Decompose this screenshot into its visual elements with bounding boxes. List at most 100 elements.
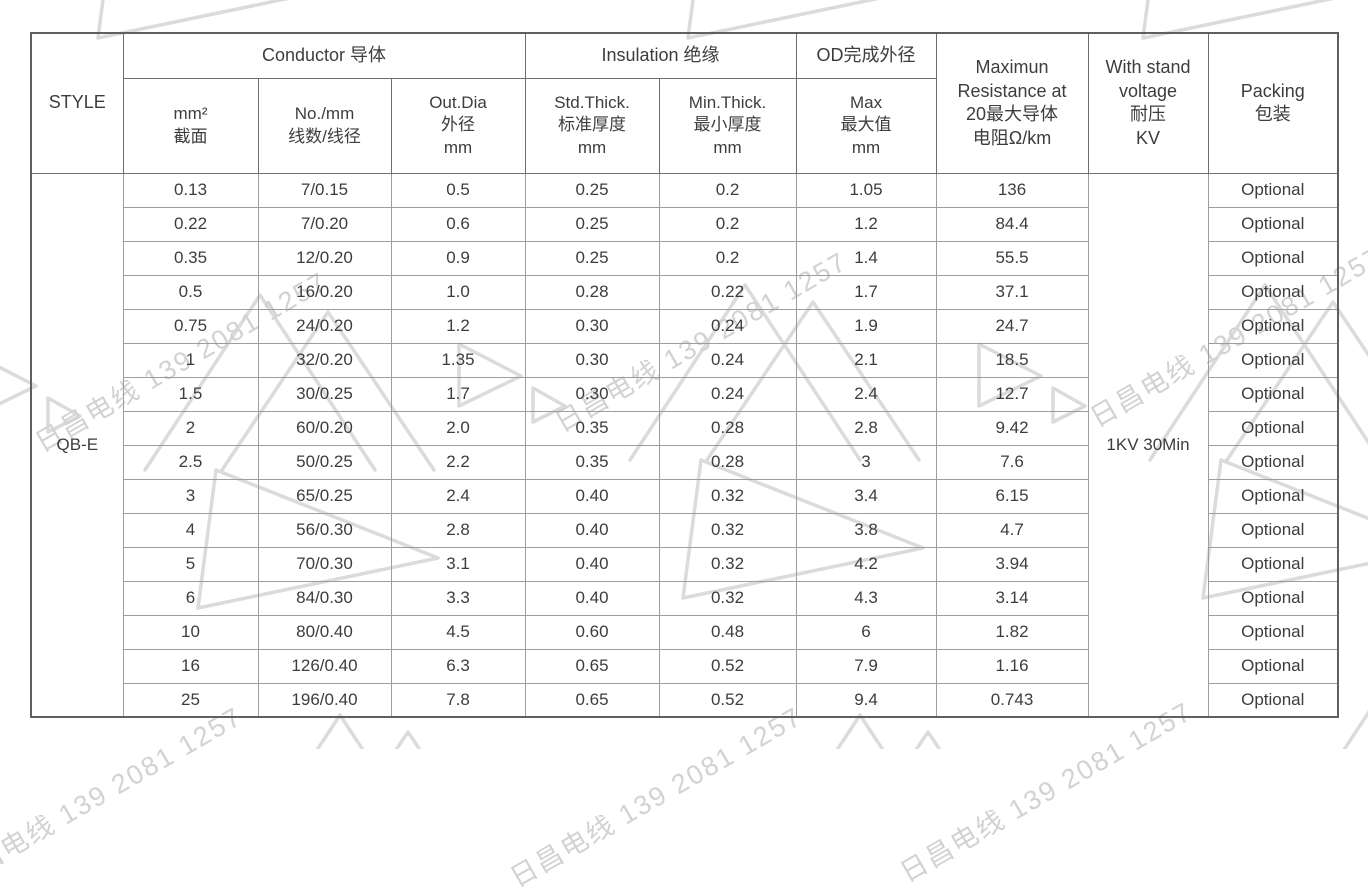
cell-od-max: 3.8 (795, 512, 937, 548)
cell-out-dia: 3.3 (390, 580, 526, 616)
cell-od-max: 2.8 (795, 410, 937, 446)
cell-out-dia: 2.2 (390, 444, 526, 480)
cell-no-mm: 12/0.20 (257, 240, 392, 276)
header-group-od: OD完成外径 (795, 32, 937, 79)
cell-mm2: 6 (122, 580, 259, 616)
cell-no-mm: 60/0.20 (257, 410, 392, 446)
cell-od-max: 9.4 (795, 682, 937, 718)
header-voltage: With stand voltage 耐压 KV (1087, 32, 1209, 174)
cell-no-mm: 70/0.30 (257, 546, 392, 582)
cell-resistance: 136 (935, 172, 1089, 208)
cell-resistance: 37.1 (935, 274, 1089, 310)
cell-mm2: 1.5 (122, 376, 259, 412)
cell-mm2: 0.75 (122, 308, 259, 344)
cell-packing: Optional (1207, 240, 1339, 276)
cell-od-max: 4.2 (795, 546, 937, 582)
cell-no-mm: 24/0.20 (257, 308, 392, 344)
header-resistance: Maximun Resistance at 20最大导体 电阻Ω/km (935, 32, 1089, 174)
cell-min-thick: 0.32 (658, 478, 797, 514)
cell-od-max: 2.1 (795, 342, 937, 378)
header-mm2: mm² 截面 (122, 77, 259, 174)
cell-mm2: 2 (122, 410, 259, 446)
cell-no-mm: 32/0.20 (257, 342, 392, 378)
cell-no-mm: 56/0.30 (257, 512, 392, 548)
cell-min-thick: 0.2 (658, 172, 797, 208)
cell-od-max: 1.7 (795, 274, 937, 310)
cell-od-max: 1.4 (795, 240, 937, 276)
cell-out-dia: 1.35 (390, 342, 526, 378)
cell-std-thick: 0.65 (524, 648, 660, 684)
cell-packing: Optional (1207, 274, 1339, 310)
cell-od-max: 3.4 (795, 478, 937, 514)
cell-resistance: 12.7 (935, 376, 1089, 412)
cell-mm2: 0.35 (122, 240, 259, 276)
cell-std-thick: 0.65 (524, 682, 660, 718)
cell-od-max: 7.9 (795, 648, 937, 684)
cell-packing: Optional (1207, 580, 1339, 616)
header-group-conductor: Conductor 导体 (122, 32, 526, 79)
cell-min-thick: 0.2 (658, 240, 797, 276)
cell-out-dia: 2.0 (390, 410, 526, 446)
cell-packing: Optional (1207, 342, 1339, 378)
header-std-thick: Std.Thick. 标准厚度 mm (524, 77, 660, 174)
spec-table-header: STYLE Conductor 导体 Insulation 绝缘 OD完成外径 … (30, 32, 1339, 174)
watermark-text: 日昌电线 139 2081 1257 (895, 696, 1198, 889)
cell-voltage: 1KV 30Min (1087, 172, 1209, 718)
cell-mm2: 1 (122, 342, 259, 378)
cell-min-thick: 0.52 (658, 648, 797, 684)
cell-packing: Optional (1207, 614, 1339, 650)
cell-resistance: 9.42 (935, 410, 1089, 446)
cell-mm2: 25 (122, 682, 259, 718)
cell-std-thick: 0.30 (524, 342, 660, 378)
cell-resistance: 1.82 (935, 614, 1089, 650)
watermark-text: 日昌电线 139 2081 1257 (0, 701, 248, 894)
cell-out-dia: 6.3 (390, 648, 526, 684)
cell-od-max: 1.2 (795, 206, 937, 242)
cell-std-thick: 0.25 (524, 172, 660, 208)
cell-out-dia: 0.6 (390, 206, 526, 242)
cell-packing: Optional (1207, 172, 1339, 208)
cell-mm2: 5 (122, 546, 259, 582)
cell-min-thick: 0.48 (658, 614, 797, 650)
cell-packing: Optional (1207, 512, 1339, 548)
cell-out-dia: 1.0 (390, 274, 526, 310)
cell-min-thick: 0.52 (658, 682, 797, 718)
cell-out-dia: 2.4 (390, 478, 526, 514)
cell-out-dia: 3.1 (390, 546, 526, 582)
header-out-dia: Out.Dia 外径 mm (390, 77, 526, 174)
cell-no-mm: 50/0.25 (257, 444, 392, 480)
cell-out-dia: 4.5 (390, 614, 526, 650)
cell-packing: Optional (1207, 546, 1339, 582)
cell-min-thick: 0.32 (658, 580, 797, 616)
header-row-cols: mm² 截面 No./mm 线数/线径 Out.Dia 外径 mm Std.Th… (31, 77, 1338, 174)
table-row: 10 80/0.40 4.5 0.60 0.48 6 1.82 Optional (31, 614, 1339, 650)
cell-out-dia: 0.9 (390, 240, 526, 276)
cell-od-max: 2.4 (795, 376, 937, 412)
cell-mm2: 4 (122, 512, 259, 548)
cell-no-mm: 7/0.20 (257, 206, 392, 242)
cell-mm2: 16 (122, 648, 259, 684)
cell-min-thick: 0.24 (658, 308, 797, 344)
cell-packing: Optional (1207, 444, 1339, 480)
cell-no-mm: 84/0.30 (257, 580, 392, 616)
cell-od-max: 3 (795, 444, 937, 480)
cell-out-dia: 7.8 (390, 682, 526, 718)
spec-table: STYLE Conductor 导体 Insulation 绝缘 OD完成外径 … (30, 32, 1340, 718)
header-group-insulation: Insulation 绝缘 (524, 32, 797, 79)
cell-od-max: 1.05 (795, 172, 937, 208)
cell-out-dia: 1.7 (390, 376, 526, 412)
header-od-max: Max 最大值 mm (795, 77, 937, 174)
header-min-thick: Min.Thick. 最小厚度 mm (658, 77, 797, 174)
cell-min-thick: 0.2 (658, 206, 797, 242)
cell-resistance: 7.6 (935, 444, 1089, 480)
cell-no-mm: 65/0.25 (257, 478, 392, 514)
cell-no-mm: 126/0.40 (257, 648, 392, 684)
table-row: QB-E 0.13 7/0.15 0.5 0.25 0.2 1.05 136 1KV 30Min… (30, 172, 1339, 718)
cell-resistance: 3.94 (935, 546, 1089, 582)
cell-resistance: 1.16 (935, 648, 1089, 684)
cell-packing: Optional (1207, 410, 1339, 446)
cell-min-thick: 0.24 (658, 342, 797, 378)
cell-out-dia: 0.5 (390, 172, 526, 208)
cell-min-thick: 0.28 (658, 410, 797, 446)
header-packing: Packing 包装 (1207, 32, 1339, 174)
